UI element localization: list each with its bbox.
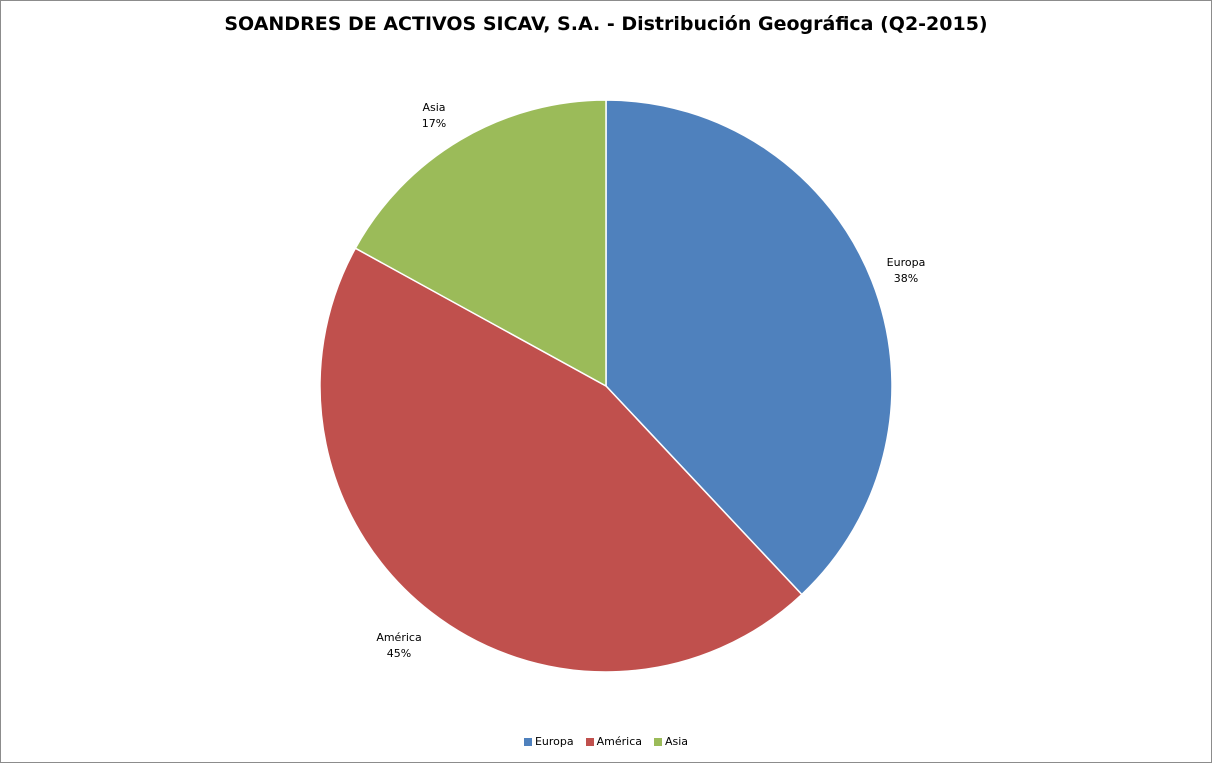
legend-label: Asia [664, 735, 689, 748]
legend-item-américa: América [585, 735, 642, 748]
slice-category-label: Asia [422, 101, 445, 114]
slice-value-label: 45% [387, 647, 411, 660]
pie-slice-américa [319, 247, 803, 673]
chart-legend: Europa América Asia [1, 735, 1211, 748]
chart-title: SOANDRES DE ACTIVOS SICAV, S.A. - Distri… [224, 13, 988, 35]
legend-label: Europa [534, 735, 574, 748]
slice-value-label: 17% [422, 117, 446, 130]
pie-slice-europa [605, 99, 893, 596]
legend-swatch [523, 737, 532, 746]
slice-category-label: América [376, 631, 421, 644]
legend-item-asia: Asia [653, 735, 689, 748]
legend-item-europa: Europa [523, 735, 574, 748]
legend-label: América [596, 735, 642, 748]
legend-swatch [653, 737, 662, 746]
slice-category-label: Europa [887, 256, 926, 269]
slice-value-label: 38% [894, 272, 918, 285]
pie-slice-asia [354, 99, 607, 388]
legend-swatch [585, 737, 594, 746]
